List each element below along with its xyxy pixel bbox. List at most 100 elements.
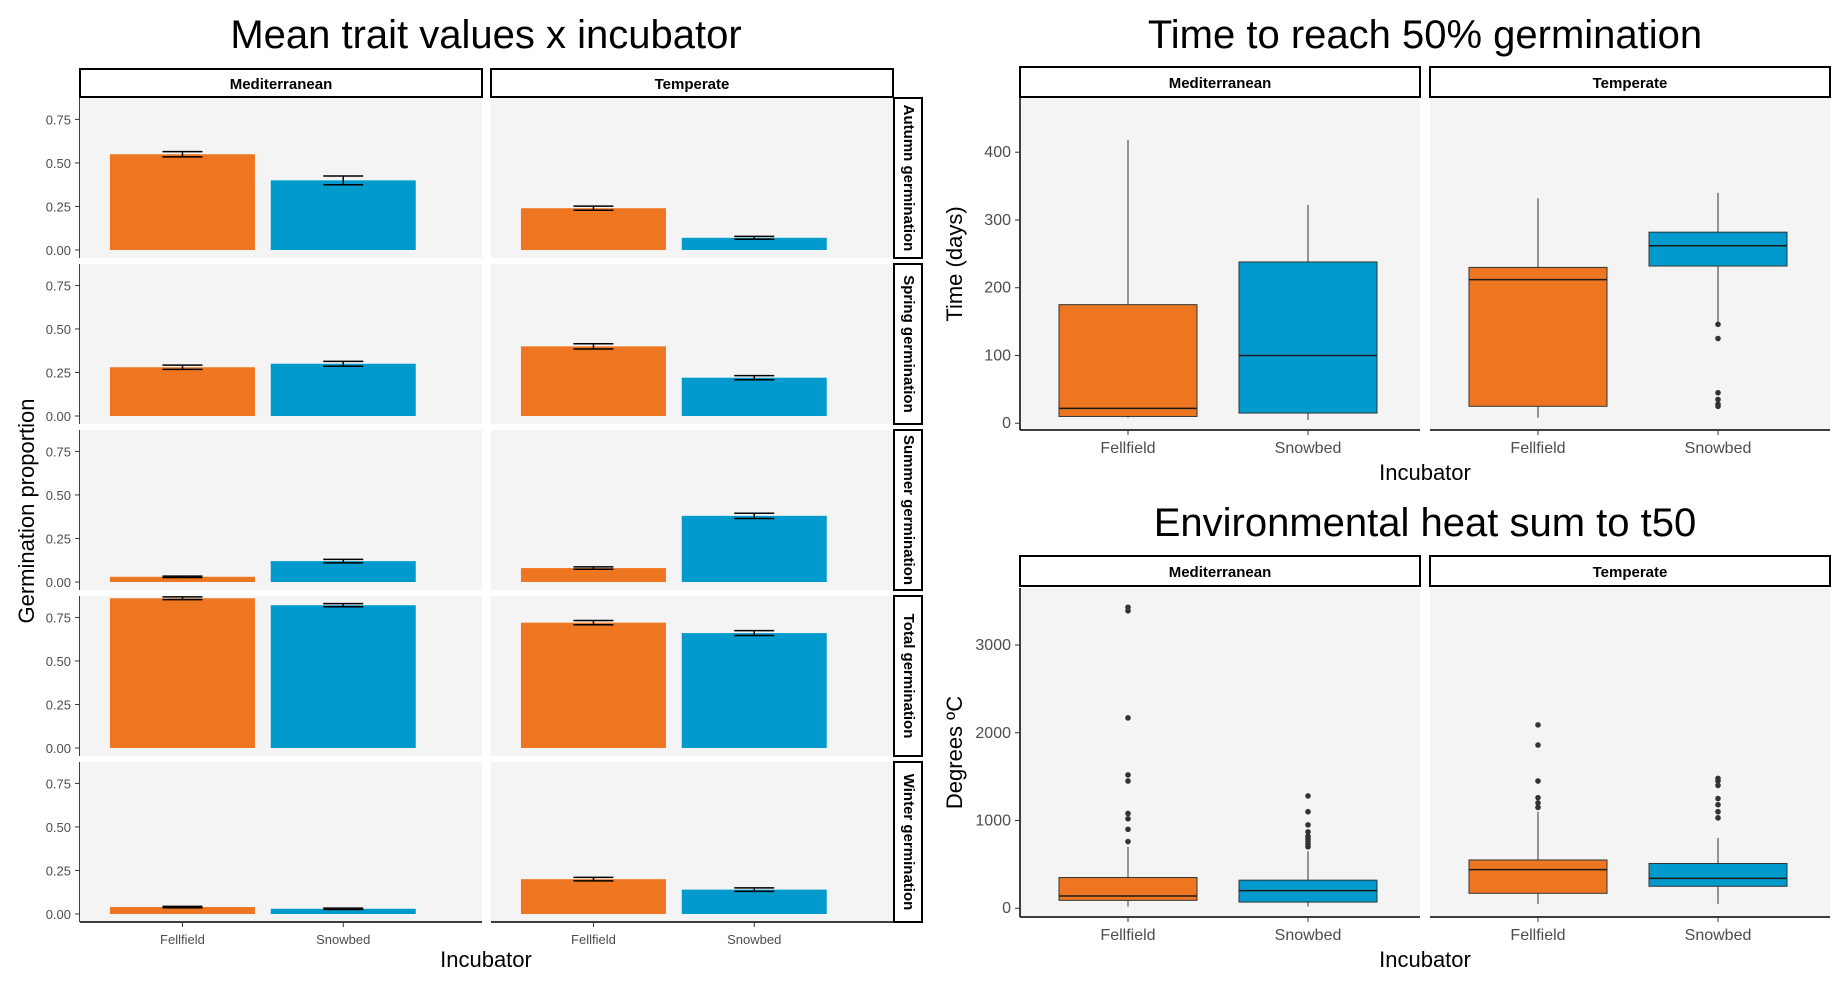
bar-snowbed bbox=[681, 237, 827, 250]
outlier-point bbox=[1535, 794, 1541, 801]
outlier-point bbox=[1305, 833, 1311, 840]
x-axis-title: Incubator bbox=[1379, 947, 1471, 972]
y-tick-label: 0.50 bbox=[46, 156, 71, 171]
facet-strip-spring-germination bbox=[893, 263, 923, 425]
y-tick-label: 3000 bbox=[975, 637, 1011, 654]
y-tick-label: 0.00 bbox=[46, 575, 71, 590]
y-tick-label: 0.75 bbox=[46, 610, 71, 625]
outlier-point bbox=[1715, 795, 1721, 802]
facet-strip-label: Winter germination bbox=[900, 774, 917, 911]
facet-strip-label: Temperate bbox=[1593, 75, 1668, 92]
outlier-point bbox=[1715, 808, 1721, 815]
bar-snowbed bbox=[681, 515, 827, 582]
facet-strip-label: Summer germination bbox=[900, 435, 917, 585]
x-tick-label: Snowbed bbox=[1275, 927, 1342, 944]
outlier-point bbox=[1715, 396, 1721, 403]
box-fellfield bbox=[1468, 266, 1608, 407]
chart-title: Environmental heat sum to t50 bbox=[1154, 501, 1697, 545]
x-tick-label: Snowbed bbox=[316, 932, 370, 947]
facet-strip-mediterranean bbox=[1019, 555, 1421, 587]
y-tick-label: 0.50 bbox=[46, 488, 71, 503]
y-tick-label: 0.00 bbox=[46, 243, 71, 258]
outlier-point bbox=[1125, 772, 1131, 778]
x-tick-label: Snowbed bbox=[1275, 440, 1342, 457]
bar-fellfield bbox=[109, 576, 255, 582]
outlier-point bbox=[1125, 815, 1131, 822]
y-tick-label: 0.50 bbox=[46, 654, 71, 669]
outlier-point bbox=[1715, 775, 1721, 782]
y-tick-label: 0.25 bbox=[46, 365, 71, 380]
outlier-point bbox=[1125, 604, 1131, 611]
facet-strip-temperate bbox=[1429, 555, 1831, 587]
bar-fellfield bbox=[520, 208, 666, 250]
y-tick-label: 0 bbox=[1002, 415, 1011, 432]
outlier-point bbox=[1125, 838, 1131, 845]
y-tick-label: 0.00 bbox=[46, 907, 71, 922]
bar-fellfield bbox=[520, 346, 666, 416]
outlier-point bbox=[1125, 778, 1131, 784]
outlier-point bbox=[1125, 715, 1131, 721]
x-tick-label: Snowbed bbox=[1685, 927, 1752, 944]
outlier-point bbox=[1535, 804, 1541, 811]
facet-strip-label: Autumn germination bbox=[900, 105, 917, 252]
outlier-point bbox=[1715, 321, 1721, 328]
box-fellfield bbox=[1058, 304, 1198, 417]
bar-fellfield bbox=[109, 907, 255, 914]
bar-snowbed bbox=[681, 889, 827, 914]
x-tick-label: Fellfield bbox=[1510, 440, 1565, 457]
bar-snowbed bbox=[270, 561, 416, 582]
y-tick-label: 0 bbox=[1002, 900, 1011, 917]
y-tick-label: 0.00 bbox=[46, 741, 71, 756]
bar-fellfield bbox=[109, 367, 255, 416]
outlier-point bbox=[1535, 722, 1541, 728]
x-tick-label: Fellfield bbox=[571, 932, 616, 947]
x-tick-label: Snowbed bbox=[727, 932, 781, 947]
y-tick-label: 1000 bbox=[975, 812, 1011, 829]
chart-title: Time to reach 50% germination bbox=[1148, 13, 1702, 57]
bar-chart-mean-traits: Mean trait values x incubator Mediterrane… bbox=[14, 13, 923, 972]
facet-strip-temperate bbox=[490, 68, 894, 98]
x-tick-label: Fellfield bbox=[1510, 927, 1565, 944]
facet-strip-temperate bbox=[1429, 66, 1831, 98]
y-tick-label: 0.00 bbox=[46, 409, 71, 424]
x-axis-title: Incubator bbox=[1379, 460, 1471, 485]
x-axis-title: Incubator bbox=[440, 947, 532, 972]
outlier-point bbox=[1715, 815, 1721, 821]
facet-strip-label: Mediterranean bbox=[1169, 564, 1272, 581]
y-tick-label: 400 bbox=[984, 144, 1011, 161]
y-tick-label: 0.50 bbox=[46, 322, 71, 337]
box-fellfield bbox=[1058, 877, 1198, 901]
y-tick-label: 100 bbox=[984, 347, 1011, 364]
x-tick-label: Fellfield bbox=[1100, 440, 1155, 457]
outlier-point bbox=[1305, 822, 1311, 828]
y-tick-label: 0.25 bbox=[46, 199, 71, 214]
bar-fellfield bbox=[520, 879, 666, 914]
y-tick-label: 0.25 bbox=[46, 697, 71, 712]
outlier-point bbox=[1715, 389, 1721, 396]
facet-strip-label: Mediterranean bbox=[230, 76, 333, 93]
facet-strip-label: Total germination bbox=[900, 614, 917, 739]
outlier-point bbox=[1535, 778, 1541, 784]
y-tick-label: 0.50 bbox=[46, 820, 71, 835]
bar-fellfield bbox=[520, 568, 666, 582]
facet-strip-label: Spring germination bbox=[900, 275, 917, 413]
box-fellfield bbox=[1468, 859, 1608, 894]
facet-strip-winter-germination bbox=[893, 761, 923, 923]
outlier-point bbox=[1305, 808, 1311, 815]
facet-strip-total-germination bbox=[893, 595, 923, 757]
y-tick-label: 200 bbox=[984, 280, 1011, 297]
outlier-point bbox=[1305, 793, 1311, 799]
box-chart-time-to-reach-50-germination: Time to reach 50% germination Mediterrane… bbox=[942, 13, 1831, 485]
y-axis-title: Germination proportion bbox=[14, 398, 39, 623]
bar-snowbed bbox=[270, 908, 416, 914]
x-tick-label: Snowbed bbox=[1685, 440, 1752, 457]
facet-strip-label: Temperate bbox=[655, 76, 730, 93]
chart-title: Mean trait values x incubator bbox=[230, 13, 741, 57]
outlier-point bbox=[1125, 826, 1131, 833]
y-tick-label: 0.75 bbox=[46, 112, 71, 127]
facet-strip-label: Temperate bbox=[1593, 564, 1668, 581]
y-tick-label: 300 bbox=[984, 212, 1011, 229]
bar-snowbed bbox=[270, 363, 416, 416]
bar-fellfield bbox=[109, 154, 255, 250]
